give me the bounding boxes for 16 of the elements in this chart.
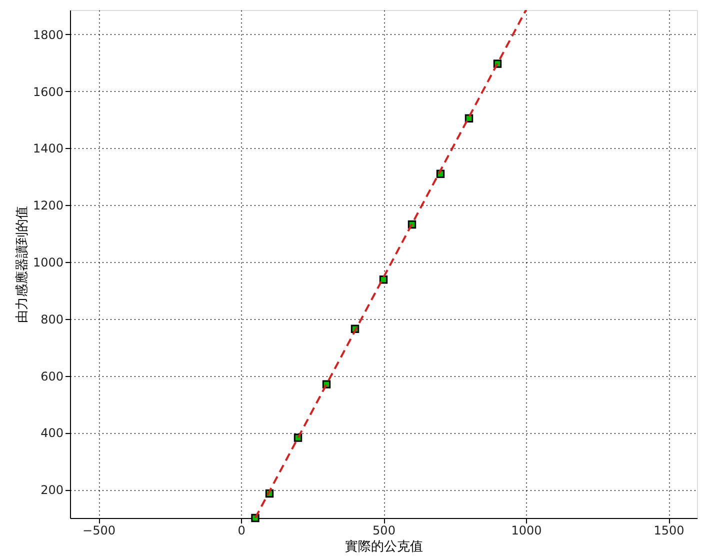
x-tick-label: −500: [82, 524, 116, 538]
y-tick-label: 200: [40, 483, 64, 498]
y-tick-label: 1000: [32, 256, 64, 270]
y-tick-label: 800: [40, 312, 64, 326]
x-tick-label: 1500: [654, 524, 684, 538]
y-axis-title: 由力感應器讀到的值: [14, 206, 30, 323]
y-tick-label: 1600: [32, 84, 64, 99]
y-tick-label: 1200: [32, 198, 64, 213]
y-tick-label: 1400: [32, 142, 64, 156]
x-axis-title: 實際的公克值: [345, 540, 423, 554]
x-tick-label: 1000: [511, 524, 542, 538]
x-tick-label: 500: [372, 524, 396, 538]
y-tick-label: 1800: [32, 28, 64, 42]
y-tick-label: 400: [40, 426, 64, 440]
y-tick-label: 600: [40, 369, 64, 384]
x-tick-label: 0: [238, 524, 246, 538]
